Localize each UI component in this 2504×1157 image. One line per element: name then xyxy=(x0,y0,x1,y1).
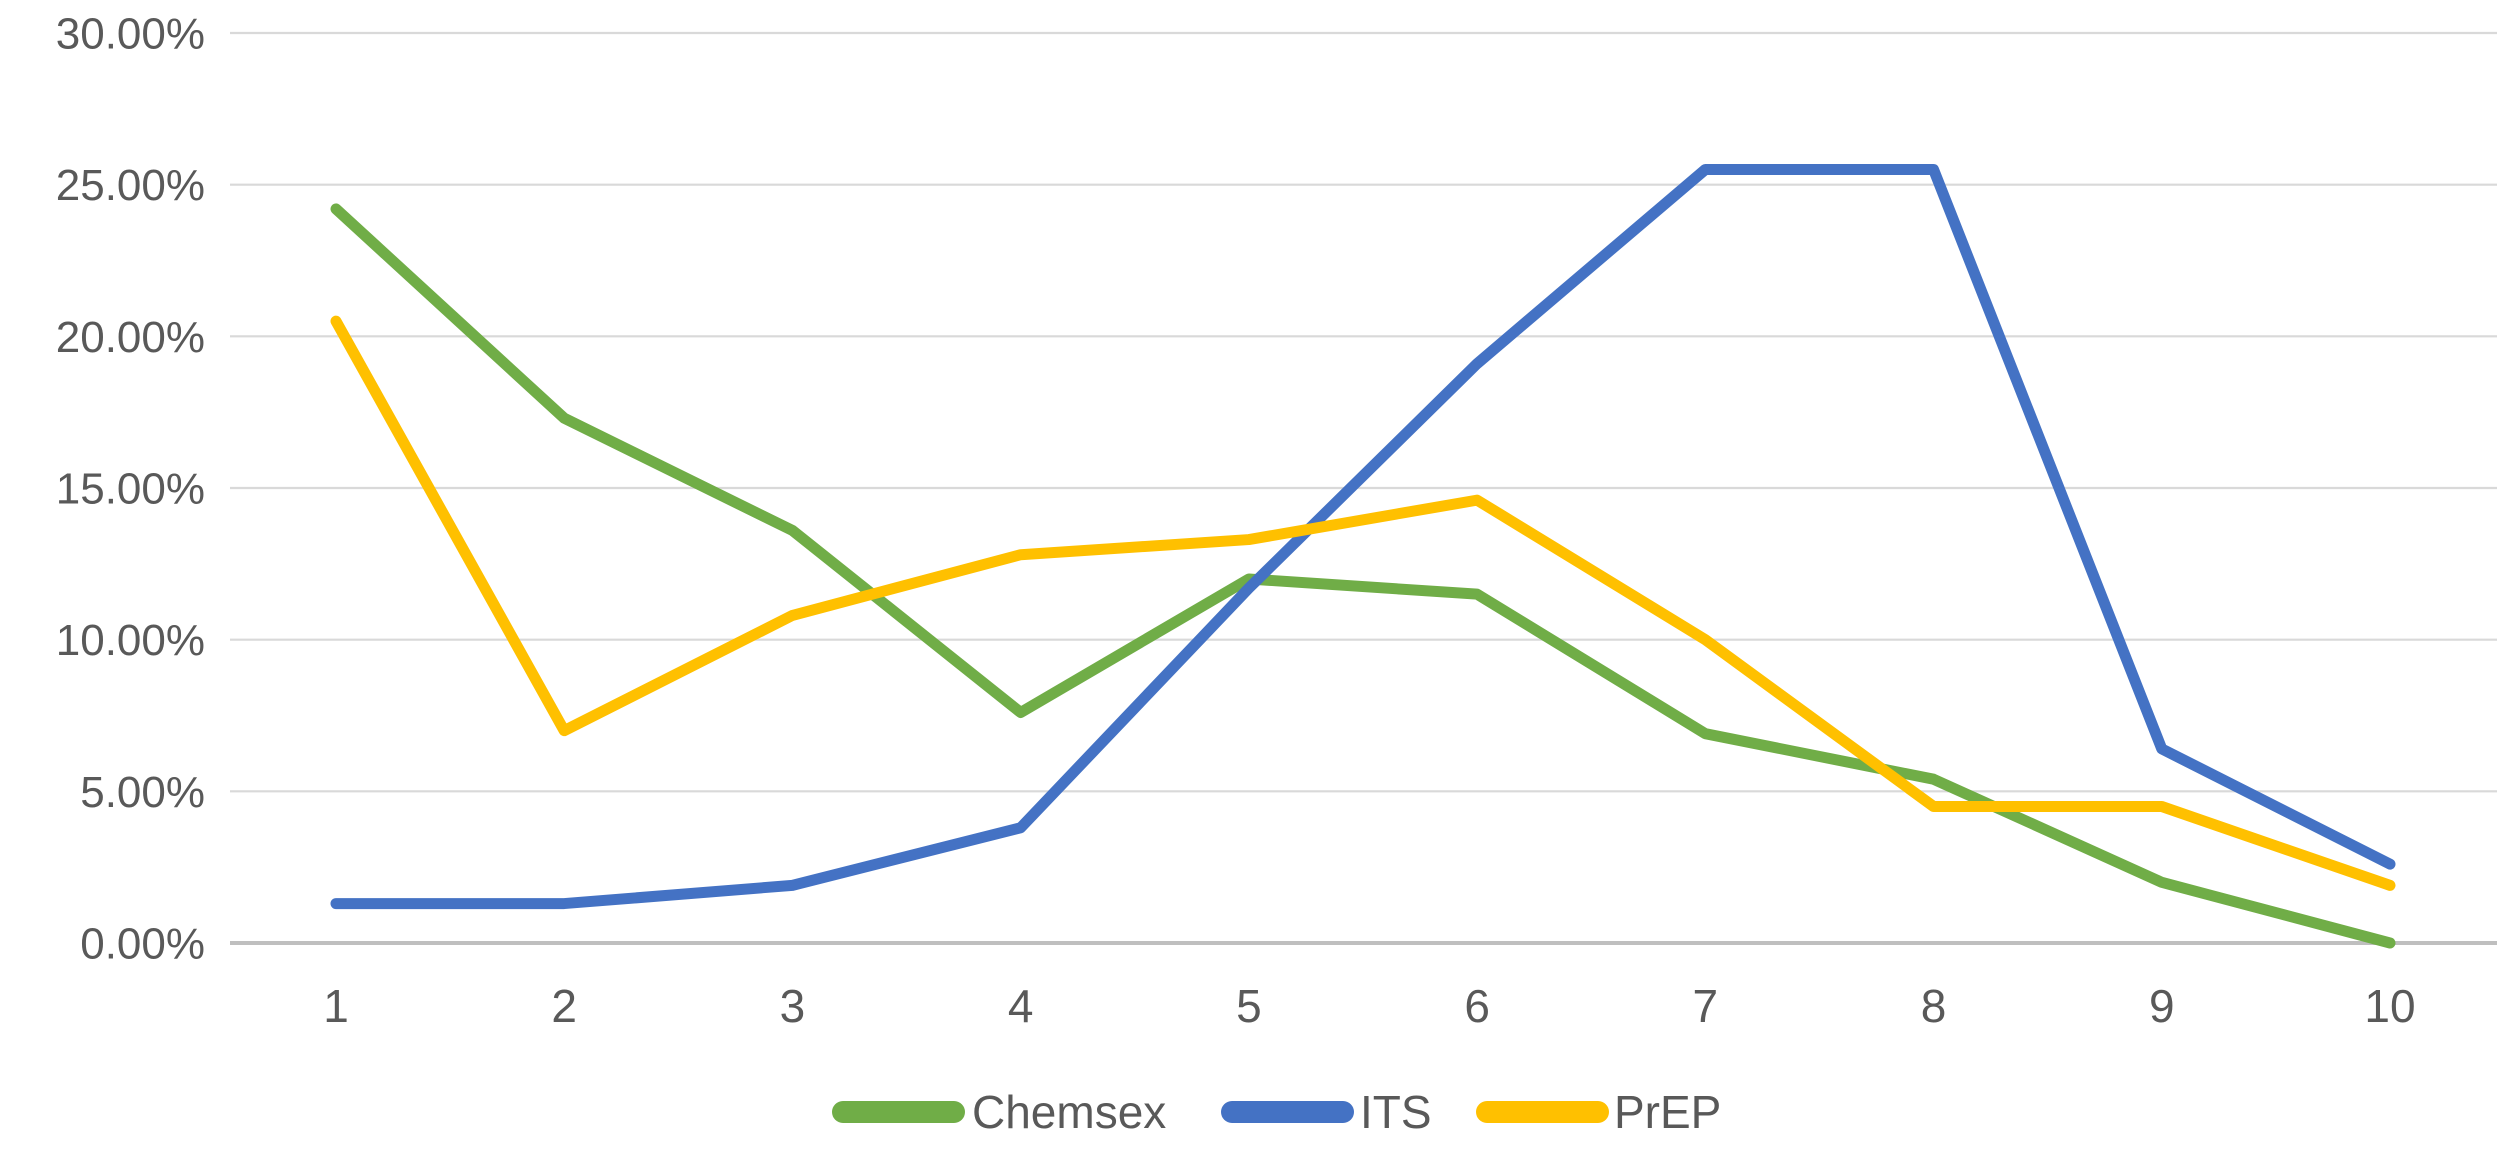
legend-item-chemsex: Chemsex xyxy=(832,1086,1166,1138)
y-axis-tick-label: 30.00% xyxy=(56,10,205,59)
series-line-its xyxy=(330,164,2396,910)
y-axis-tick-label: 10.00% xyxy=(56,616,205,665)
y-axis-labels: 0.00% 5.00% 10.00% 15.00% 20.00% 25.00% 30.00% xyxy=(56,10,205,969)
x-axis-labels: 1 2 3 4 5 6 7 8 9 10 xyxy=(323,980,2415,1032)
x-axis-tick-label: 7 xyxy=(1693,980,1719,1032)
series-line-chemsex xyxy=(330,203,2396,949)
legend-swatch-its xyxy=(1221,1101,1354,1123)
legend-item-its: ITS xyxy=(1221,1086,1432,1138)
y-axis-tick-label: 25.00% xyxy=(56,161,205,210)
gridlines xyxy=(230,31,2497,945)
legend-swatch-prep xyxy=(1476,1101,1609,1123)
x-axis-tick-label: 6 xyxy=(1464,980,1490,1032)
x-axis-tick-label: 1 xyxy=(323,980,349,1032)
x-axis-tick-label: 4 xyxy=(1008,980,1034,1032)
y-axis-tick-label: 20.00% xyxy=(56,313,205,362)
x-axis-tick-label: 2 xyxy=(551,980,577,1032)
x-axis-tick-label: 5 xyxy=(1236,980,1262,1032)
legend-label-prep: PrEP xyxy=(1614,1086,1721,1138)
series-line-prep xyxy=(330,315,2396,891)
y-axis-tick-label: 5.00% xyxy=(80,768,205,817)
x-axis-tick-label: 9 xyxy=(2149,980,2175,1032)
x-axis-tick-label: 10 xyxy=(2364,980,2415,1032)
legend-label-chemsex: Chemsex xyxy=(972,1086,1166,1138)
x-axis-tick-label: 8 xyxy=(1921,980,1947,1032)
legend-label-its: ITS xyxy=(1360,1086,1432,1138)
legend-item-prep: PrEP xyxy=(1476,1086,1721,1138)
x-axis-tick-label: 3 xyxy=(780,980,806,1032)
y-axis-tick-label: 0.00% xyxy=(80,920,205,969)
legend: Chemsex ITS PrEP xyxy=(832,1086,1721,1138)
y-axis-tick-label: 15.00% xyxy=(56,465,205,514)
legend-swatch-chemsex xyxy=(832,1101,965,1123)
